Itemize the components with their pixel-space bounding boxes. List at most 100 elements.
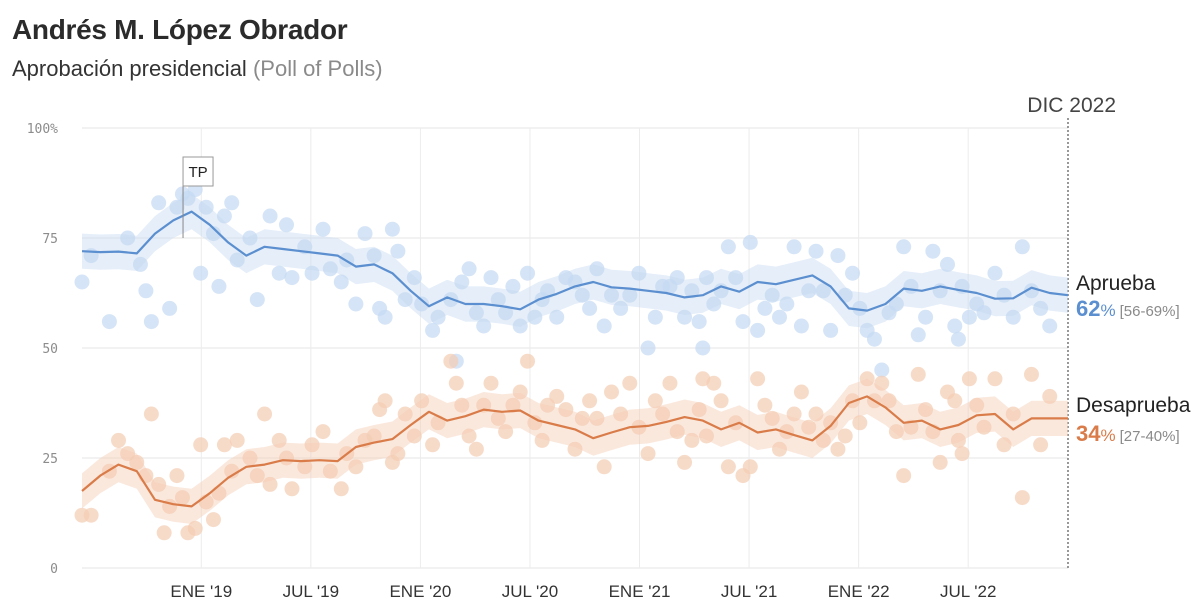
aprueba-poll-point — [735, 314, 751, 330]
x-tick-label: JUL '21 — [721, 582, 777, 601]
y-tick-label: 0 — [50, 562, 58, 577]
desaprueba-poll-point — [742, 459, 758, 475]
aprueba-poll-point — [430, 309, 446, 325]
aprueba-poll-point — [414, 296, 430, 312]
aprueba-poll-point — [454, 274, 470, 290]
aprueba-poll-point — [229, 252, 245, 268]
desaprueba-band — [82, 378, 1068, 524]
aprueba-poll-point — [950, 331, 966, 347]
aprueba-poll-point — [143, 314, 159, 330]
desaprueba-poll-point — [954, 446, 970, 462]
aprueba-poll-point — [211, 278, 227, 294]
desaprueba-trend-line — [81, 395, 1068, 508]
aprueba-poll-point — [613, 300, 629, 316]
aprueba-poll-point — [498, 305, 514, 321]
aprueba-poll-point — [706, 296, 722, 312]
desaprueba-poll-point — [677, 454, 693, 470]
x-tick-label: ENE '22 — [828, 582, 890, 601]
desaprueba-poll-point — [205, 512, 221, 528]
aprueba-poll-point — [74, 274, 90, 290]
aprueba-poll-point — [695, 340, 711, 356]
desaprueba-poll-point — [468, 441, 484, 457]
aprueba-poll-point — [764, 287, 780, 303]
aprueba-band — [82, 194, 1068, 329]
aprueba-poll-point — [779, 296, 795, 312]
desaprueba-poll-point — [859, 371, 875, 387]
desaprueba-poll-point — [1033, 437, 1049, 453]
aprueba-poll-point — [249, 292, 265, 308]
desaprueba-poll-point — [174, 490, 190, 506]
aprueba-poll-point — [120, 230, 136, 246]
desaprueba-poll-point — [655, 406, 671, 422]
desaprueba-poll-point — [425, 437, 441, 453]
aprueba-poll-point — [808, 243, 824, 259]
aprueba-poll-point — [786, 239, 802, 255]
desaprueba-poll-point — [448, 375, 464, 391]
desaprueba-poll-point — [969, 397, 985, 413]
aprueba-poll-point — [216, 208, 232, 224]
x-tick-label: ENE '20 — [389, 582, 451, 601]
desaprueba-poll-point — [1005, 406, 1021, 422]
aprueba-poll-point — [198, 199, 214, 215]
desaprueba-poll-point — [151, 476, 167, 492]
desaprueba-poll-point — [549, 388, 565, 404]
aprueba-poll-point — [677, 309, 693, 325]
aprueba-final-value: 62% [56-69%] — [1076, 296, 1180, 321]
x-tick-label: JUL '19 — [283, 582, 339, 601]
aprueba-poll-point — [1042, 318, 1058, 334]
aprueba-poll-point — [1005, 309, 1021, 325]
desaprueba-poll-point — [950, 432, 966, 448]
aprueba-final-range: [56-69%] — [1120, 303, 1180, 320]
aprueba-poll-point — [622, 287, 638, 303]
desaprueba-poll-point — [397, 406, 413, 422]
aprueba-poll-point — [348, 296, 364, 312]
aprueba-poll-point — [742, 234, 758, 250]
desaprueba-poll-point — [567, 441, 583, 457]
aprueba-poll-point — [461, 261, 477, 277]
desaprueba-poll-point — [574, 410, 590, 426]
desaprueba-poll-point — [691, 402, 707, 418]
desaprueba-poll-point — [284, 481, 300, 497]
aprueba-poll-point — [527, 309, 543, 325]
aprueba-poll-point — [271, 265, 287, 281]
aprueba-poll-point — [1023, 283, 1039, 299]
aprueba-poll-point — [549, 309, 565, 325]
aprueba-poll-point — [304, 265, 320, 281]
desaprueba-poll-point — [406, 428, 422, 444]
desaprueba-poll-point — [193, 437, 209, 453]
desaprueba-poll-point — [129, 454, 145, 470]
desaprueba-poll-point — [322, 463, 338, 479]
y-tick-label: 25 — [42, 452, 58, 467]
aprueba-final-number: 62 — [1076, 296, 1100, 321]
desaprueba-poll-point — [662, 375, 678, 391]
desaprueba-poll-point — [443, 353, 459, 369]
aprueba-poll-point — [483, 270, 499, 286]
aprueba-poll-point — [242, 230, 258, 246]
aprueba-poll-point — [490, 292, 506, 308]
desaprueba-poll-point — [169, 468, 185, 484]
aprueba-poll-point — [947, 318, 963, 334]
desaprueba-poll-point — [498, 424, 514, 440]
desaprueba-poll-point — [390, 446, 406, 462]
desaprueba-poll-point — [414, 393, 430, 409]
aprueba-poll-point — [512, 318, 528, 334]
desaprueba-poll-point — [1042, 388, 1058, 404]
x-tick-label: JUL '20 — [502, 582, 558, 601]
desaprueba-poll-point — [111, 432, 127, 448]
desaprueba-poll-point — [454, 397, 470, 413]
aprueba-poll-point — [728, 270, 744, 286]
aprueba-poll-point — [224, 195, 240, 211]
aprueba-poll-point — [132, 256, 148, 272]
desaprueba-poll-point — [262, 476, 278, 492]
aprueba-poll-point — [918, 309, 934, 325]
aprueba-poll-point — [852, 300, 868, 316]
aprueba-poll-point — [669, 270, 685, 286]
aprueba-poll-point — [505, 278, 521, 294]
x-tick-label: ENE '19 — [170, 582, 232, 601]
desaprueba-poll-point — [534, 432, 550, 448]
aprueba-poll-point — [596, 318, 612, 334]
aprueba-poll-point — [468, 305, 484, 321]
aprueba-poll-point — [366, 248, 382, 264]
aprueba-trend-line — [81, 210, 1069, 312]
desaprueba-poll-point — [815, 432, 831, 448]
